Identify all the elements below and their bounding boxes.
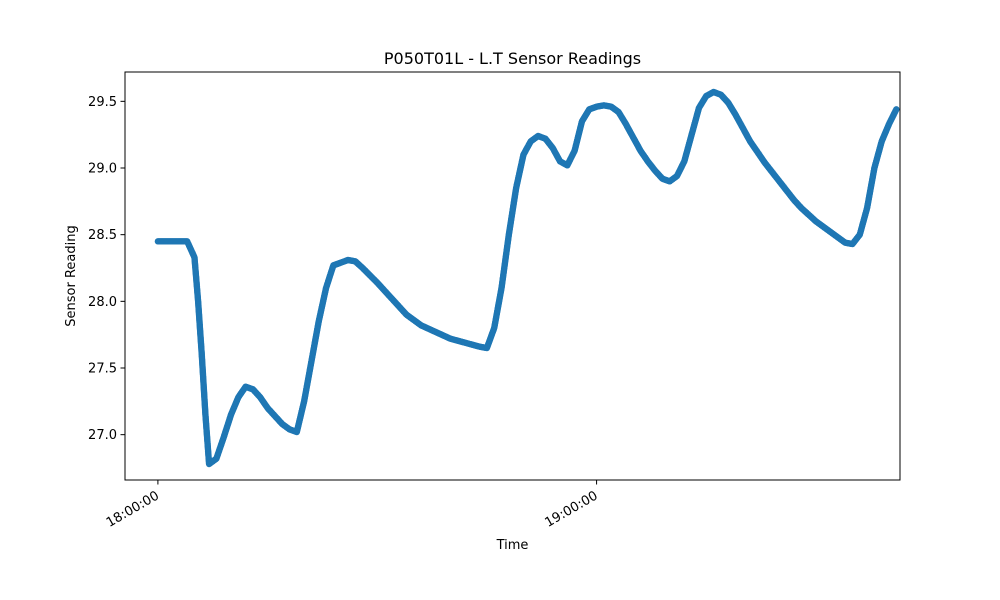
y-tick-label: 29.5 [88, 95, 117, 110]
chart-title: P050T01L - L.T Sensor Readings [384, 49, 641, 68]
y-tick-label: 29.0 [88, 162, 117, 177]
x-axis-label: Time [496, 538, 529, 553]
plot-area [154, 88, 900, 468]
y-axis-ticks: 27.0 27.5 28.0 28.5 29.0 29.5 [88, 95, 125, 443]
y-tick-label: 27.5 [88, 362, 117, 377]
y-axis-label: Sensor Reading [64, 225, 79, 326]
y-tick-label: 28.5 [88, 228, 117, 243]
data-point [893, 106, 900, 113]
series-0 [154, 88, 900, 468]
y-tick-label: 27.0 [88, 428, 117, 443]
y-tick-label: 28.0 [88, 295, 117, 310]
plot-frame [124, 71, 901, 481]
